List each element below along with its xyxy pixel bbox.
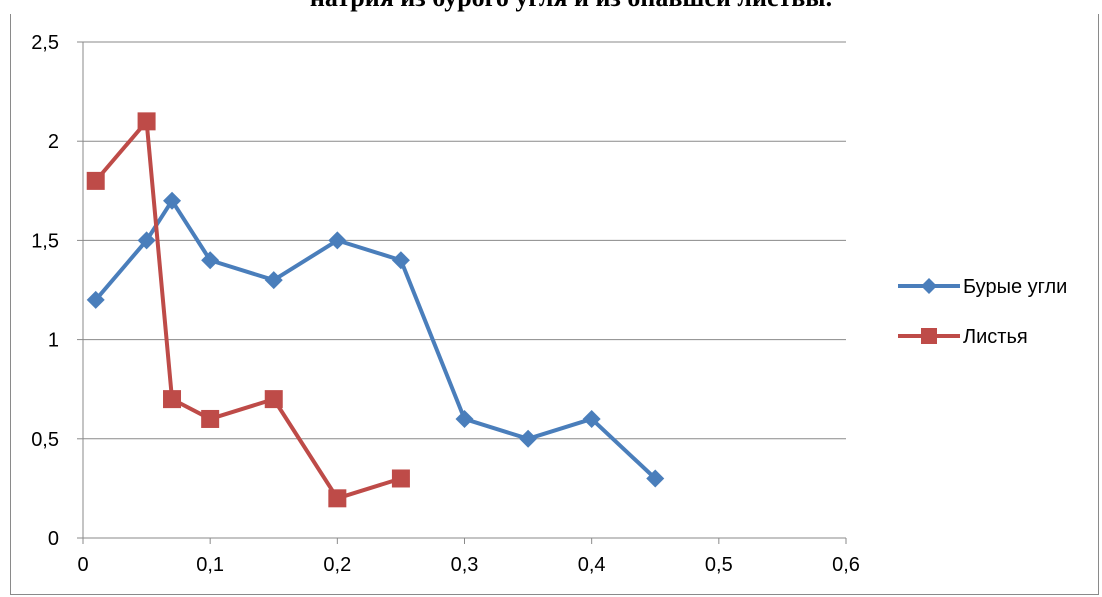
data-point — [328, 231, 347, 250]
legend-marker — [921, 278, 937, 294]
axes: 0 0,5 1 1,5 2 2,5 0 0,1 0,2 0,3 0,4 0,5 0,6 — [31, 32, 860, 576]
chart-title: натрия из бурого угля и из опавшей листв… — [0, 0, 1102, 13]
data-point — [86, 171, 105, 190]
data-point — [264, 390, 283, 409]
data-point — [163, 191, 182, 210]
y-tick-label: 1,5 — [31, 230, 59, 252]
data-point — [86, 290, 105, 309]
legend-label: Листья — [963, 326, 1028, 348]
data-point — [163, 390, 182, 409]
data-point — [264, 271, 283, 290]
legend-label: Бурые угли — [963, 276, 1067, 298]
data-point — [391, 469, 410, 488]
x-tick-label: 0 — [77, 554, 88, 576]
x-tick-label: 0,2 — [323, 554, 351, 576]
data-point — [455, 409, 474, 428]
data-point — [328, 489, 347, 508]
data-point — [201, 251, 220, 270]
x-tick-label: 0,4 — [578, 554, 606, 576]
x-tick-label: 0,6 — [832, 554, 860, 576]
y-tick-label: 0 — [48, 528, 59, 550]
gridlines — [83, 41, 846, 539]
legend-marker — [921, 328, 937, 344]
data-point — [201, 409, 220, 428]
y-tick-label: 1 — [48, 330, 59, 352]
x-tick-label: 0,3 — [451, 554, 479, 576]
data-point — [582, 409, 601, 428]
data-point — [137, 231, 156, 250]
chart-frame — [10, 14, 1099, 595]
data-point — [519, 429, 538, 448]
data-point — [391, 251, 410, 270]
series-line — [93, 119, 403, 501]
legend: Бурые угли Листья — [898, 276, 1067, 348]
x-tick-label: 0,5 — [705, 554, 733, 576]
y-tick-label: 2,5 — [31, 32, 59, 54]
data-point — [137, 112, 156, 131]
y-tick-label: 2 — [48, 131, 59, 153]
y-tick-label: 0,5 — [31, 429, 59, 451]
data-point — [646, 469, 665, 488]
x-tick-label: 0,1 — [196, 554, 224, 576]
series-layer — [86, 112, 665, 508]
